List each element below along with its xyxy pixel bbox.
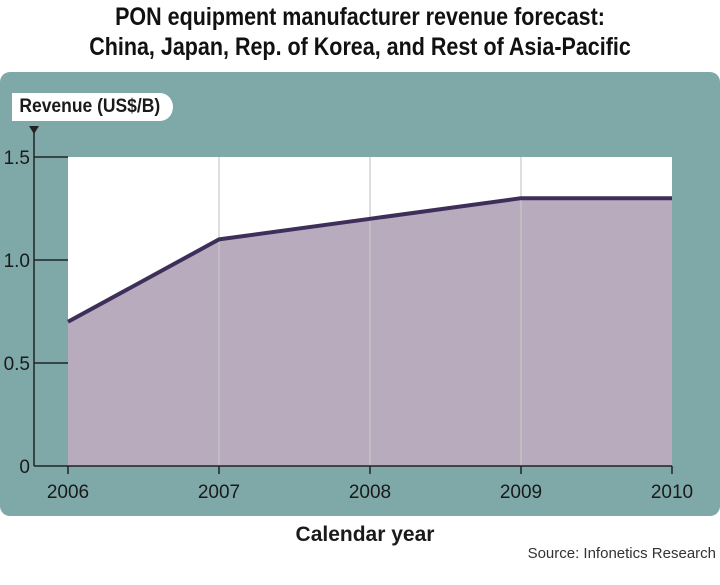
chart-title: PON equipment manufacturer revenue forec… <box>50 2 669 62</box>
chart-title-line1: PON equipment manufacturer revenue forec… <box>115 3 605 31</box>
x-tick-label: 2009 <box>500 482 542 503</box>
x-tick-label: 2010 <box>651 482 693 503</box>
x-tick-label: 2006 <box>47 482 89 503</box>
chart-subtitle: China, Japan, Rep. of Korea, and Rest of… <box>89 33 631 61</box>
y-axis-arrow-icon <box>29 126 39 134</box>
x-tick-label: 2008 <box>349 482 391 503</box>
y-tick-label: 0 <box>19 457 30 478</box>
x-tick-label: 2007 <box>198 482 240 503</box>
source-note: Source: Infonetics Research <box>527 545 716 562</box>
y-axis-label: Revenue (US$/B) <box>12 93 174 121</box>
series-line <box>67 196 672 324</box>
y-tick-label: 1.5 <box>4 148 30 169</box>
x-axis-label: Calendar year <box>295 523 435 546</box>
y-tick-label: 1.0 <box>4 251 30 272</box>
y-tick-label: 0.5 <box>4 354 30 375</box>
